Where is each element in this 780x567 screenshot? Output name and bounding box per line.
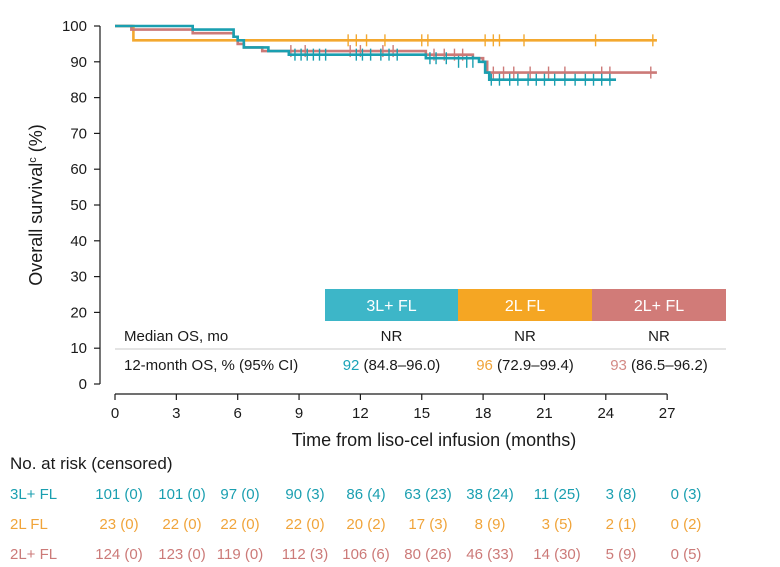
- risk-cell: 2 (1): [605, 516, 637, 533]
- y-tick-label: 90: [70, 54, 87, 71]
- median-os-value: NR: [381, 328, 403, 345]
- risk-cell: 17 (3): [408, 516, 448, 533]
- risk-cell: 38 (24): [466, 486, 514, 503]
- risk-cell: 8 (9): [474, 516, 506, 533]
- median-os-value: NR: [648, 328, 670, 345]
- y-axis-title: Overall survivalc (%): [26, 124, 46, 286]
- x-tick-label: 18: [475, 405, 492, 422]
- axes: 0 3 6 9 12 15 18 21 24 27 0 10 20 30 40 50 60 70 80 90 100: [62, 18, 676, 422]
- risk-cell: 86 (4): [346, 486, 386, 503]
- summary-header-label: 2L FL: [505, 298, 545, 315]
- risk-row-label: 3L+ FL: [10, 486, 58, 503]
- y-tick-label: 20: [70, 304, 87, 321]
- risk-cell: 97 (0): [220, 486, 260, 503]
- y-tick-label: 50: [70, 197, 87, 214]
- risk-cell: 14 (30): [533, 546, 581, 563]
- summary-header-bg: [325, 289, 458, 321]
- x-axis-title: Time from liso-cel infusion (months): [292, 430, 576, 450]
- risk-cell: 5 (9): [605, 546, 637, 563]
- risk-cell: 119 (0): [216, 546, 264, 563]
- risk-cell: 23 (0): [99, 516, 139, 533]
- survival-curves: [115, 24, 657, 86]
- summary-header-label: 3L+ FL: [366, 298, 416, 315]
- risk-cell: 124 (0): [95, 546, 143, 563]
- twelve-month-os-value: 96 (72.9–99.4): [476, 357, 574, 374]
- x-tick-label: 0: [111, 405, 119, 422]
- summary-header-bg: [592, 289, 726, 321]
- twelve-month-os-value: 92 (84.8–96.0): [343, 357, 441, 374]
- twelve-month-os-label: 12-month OS, % (95% CI): [124, 357, 298, 374]
- risk-cell: 106 (6): [342, 546, 390, 563]
- risk-cell: 63 (23): [404, 486, 452, 503]
- risk-row-label: 2L FL: [10, 516, 48, 533]
- risk-cell: 22 (0): [220, 516, 260, 533]
- risk-cell: 112 (3): [281, 546, 329, 563]
- risk-cell: 46 (33): [466, 546, 514, 563]
- risk-cell: 101 (0): [158, 486, 206, 503]
- risk-cell: 11 (25): [533, 486, 581, 503]
- risk-cell: 22 (0): [162, 516, 202, 533]
- survival-curve-2l-fl: [115, 24, 657, 74]
- risk-table-title: No. at risk (censored): [10, 454, 173, 473]
- x-tick-label: 3: [172, 405, 180, 422]
- risk-row-label: 2L+ FL: [10, 546, 58, 563]
- summary-header-label: 2L+ FL: [634, 298, 684, 315]
- survival-curve-3l-fl: [115, 24, 617, 81]
- os-ci: (84.8–96.0): [359, 357, 440, 374]
- y-tick-label: 40: [70, 233, 87, 250]
- os-estimate: 96: [476, 357, 493, 374]
- summary-header-bg: [458, 289, 592, 321]
- x-tick-label: 12: [352, 405, 369, 422]
- summary-table: 3L+ FL 2L FL 2L+ FL Median OS, mo 12-month O…: [115, 289, 726, 374]
- x-tick-label: 15: [413, 405, 430, 422]
- risk-cell: 90 (3): [285, 486, 325, 503]
- x-tick-label: 21: [536, 405, 553, 422]
- os-ci: (86.5–96.2): [627, 357, 708, 374]
- y-tick-label: 30: [70, 269, 87, 286]
- risk-cell: 20 (2): [346, 516, 386, 533]
- risk-cell: 3 (8): [605, 486, 637, 503]
- x-tick-label: 9: [295, 405, 303, 422]
- median-os-label: Median OS, mo: [124, 328, 228, 345]
- risk-cell: 22 (0): [285, 516, 325, 533]
- x-tick-label: 27: [659, 405, 676, 422]
- y-tick-label: 70: [70, 125, 87, 142]
- x-tick-label: 6: [234, 405, 242, 422]
- risk-cell: 80 (26): [404, 546, 452, 563]
- y-tick-label: 100: [62, 18, 87, 35]
- os-estimate: 93: [610, 357, 627, 374]
- risk-cell: 101 (0): [95, 486, 143, 503]
- os-estimate: 92: [343, 357, 360, 374]
- y-tick-label: 10: [70, 340, 87, 357]
- y-tick-label: 80: [70, 90, 87, 107]
- y-tick-label: 60: [70, 161, 87, 178]
- risk-cell: 3 (5): [541, 516, 573, 533]
- os-ci: (72.9–99.4): [493, 357, 574, 374]
- risk-cell: 0 (2): [670, 516, 702, 533]
- risk-cell: 0 (5): [670, 546, 702, 563]
- x-tick-label: 24: [597, 405, 614, 422]
- km-chart: 0 3 6 9 12 15 18 21 24 27 0 10 20 30 40 50 60 70 80 90 100 3…: [26, 18, 726, 450]
- risk-cell: 0 (3): [670, 486, 702, 503]
- twelve-month-os-value: 93 (86.5–96.2): [610, 357, 708, 374]
- y-tick-label: 0: [79, 376, 87, 393]
- risk-cell: 123 (0): [158, 546, 206, 563]
- median-os-value: NR: [514, 328, 536, 345]
